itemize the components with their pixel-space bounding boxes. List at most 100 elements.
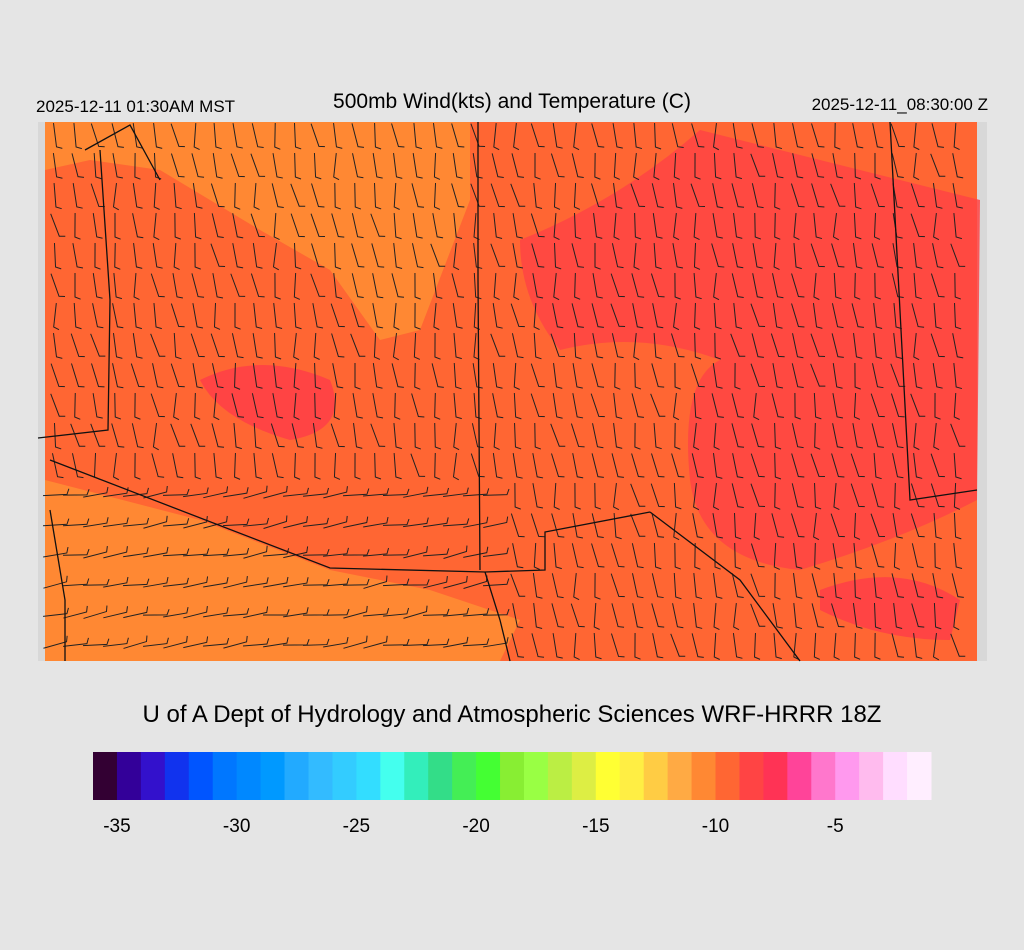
wind-barb [692, 513, 704, 539]
wind-barb [572, 393, 584, 419]
wind-barb [731, 183, 745, 208]
wind-barb [831, 333, 844, 358]
wind-barb [591, 543, 605, 568]
wind-barb [372, 303, 384, 329]
wind-barb [83, 517, 109, 528]
wind-barb [871, 483, 885, 508]
wind-barb [162, 488, 190, 496]
wind-barb [691, 123, 705, 148]
wind-barb [750, 603, 766, 627]
wind-barb [730, 333, 746, 357]
wind-barb [270, 423, 285, 448]
wind-barb [42, 488, 70, 497]
wind-barb [422, 548, 450, 557]
wind-barb [183, 606, 208, 619]
wind-barb [250, 273, 265, 298]
wind-barb [422, 608, 450, 616]
wind-barb [891, 423, 904, 449]
wind-barb [674, 422, 681, 450]
wind-barb [791, 273, 805, 298]
wind-barb [303, 517, 329, 527]
wind-barb [472, 363, 483, 389]
wind-barb [693, 573, 703, 600]
wind-barb [251, 393, 264, 419]
wind-barb [50, 213, 66, 237]
wind-barb [330, 423, 345, 448]
wind-barb [272, 393, 284, 419]
wind-barb [953, 482, 961, 510]
wind-barb [551, 573, 564, 599]
wind-barb [753, 512, 760, 540]
wind-barb [273, 212, 280, 240]
wind-barb [913, 333, 920, 361]
wind-barb [510, 573, 526, 597]
colorbar-swatch [404, 752, 429, 800]
wind-barb [630, 183, 646, 207]
wind-barb [611, 333, 624, 359]
wind-barb [510, 183, 526, 207]
wind-barb [113, 273, 123, 300]
wind-barb [462, 638, 490, 647]
wind-barb [733, 213, 743, 239]
wind-barb [571, 303, 584, 328]
wind-barb [473, 392, 482, 420]
wind-barb [552, 393, 563, 419]
wind-barb [791, 483, 804, 509]
wind-barb [163, 635, 188, 649]
wind-barb [223, 576, 248, 589]
wind-barb [132, 213, 144, 239]
wind-barb [810, 333, 826, 357]
wind-barb [393, 153, 403, 179]
wind-barb [610, 633, 625, 658]
wind-barb [532, 273, 544, 299]
wind-barb [190, 423, 206, 447]
wind-barb [653, 542, 662, 570]
wind-barb [534, 152, 541, 180]
wind-barb [52, 153, 63, 179]
wind-barb [372, 393, 384, 419]
wind-barb [492, 453, 503, 479]
wind-barb [354, 362, 361, 390]
wind-barb [183, 487, 209, 498]
wind-barb [514, 422, 522, 450]
wind-barb [853, 333, 863, 359]
wind-barb [250, 213, 265, 238]
wind-barb [733, 153, 743, 180]
wind-barb [772, 603, 783, 629]
wind-barb [203, 486, 229, 499]
wind-barb [230, 153, 245, 178]
colorbar-swatch [739, 752, 764, 800]
colorbar-swatch [835, 752, 860, 800]
wind-barb [553, 242, 562, 270]
wind-barb [813, 513, 820, 541]
wind-barb [590, 183, 605, 208]
wind-barb [433, 182, 441, 210]
wind-barb [222, 608, 250, 617]
wind-barb [363, 575, 388, 589]
wind-barb [751, 423, 765, 448]
wind-barb [414, 302, 421, 330]
wind-barb [94, 242, 101, 270]
wind-barb [571, 153, 584, 178]
wind-barb [493, 272, 500, 300]
colorbar-tick-label: -5 [827, 816, 844, 837]
wind-barb [70, 363, 85, 388]
wind-barb [473, 243, 483, 269]
wind-barb [173, 182, 182, 210]
wind-barb [750, 483, 766, 507]
wind-barb [314, 362, 322, 390]
wind-barb [793, 573, 803, 599]
wind-barb [470, 453, 485, 478]
wind-barb [652, 213, 663, 239]
wind-barb [274, 272, 281, 300]
wind-barb [72, 183, 83, 209]
wind-barb [333, 123, 343, 149]
wind-barb [512, 603, 524, 629]
wind-barb [332, 363, 344, 389]
wind-barb [854, 632, 861, 660]
wind-barb [911, 303, 925, 328]
wind-barb [593, 602, 600, 630]
wind-barb [713, 152, 722, 180]
wind-barb [910, 213, 925, 238]
wind-barb [134, 392, 141, 420]
